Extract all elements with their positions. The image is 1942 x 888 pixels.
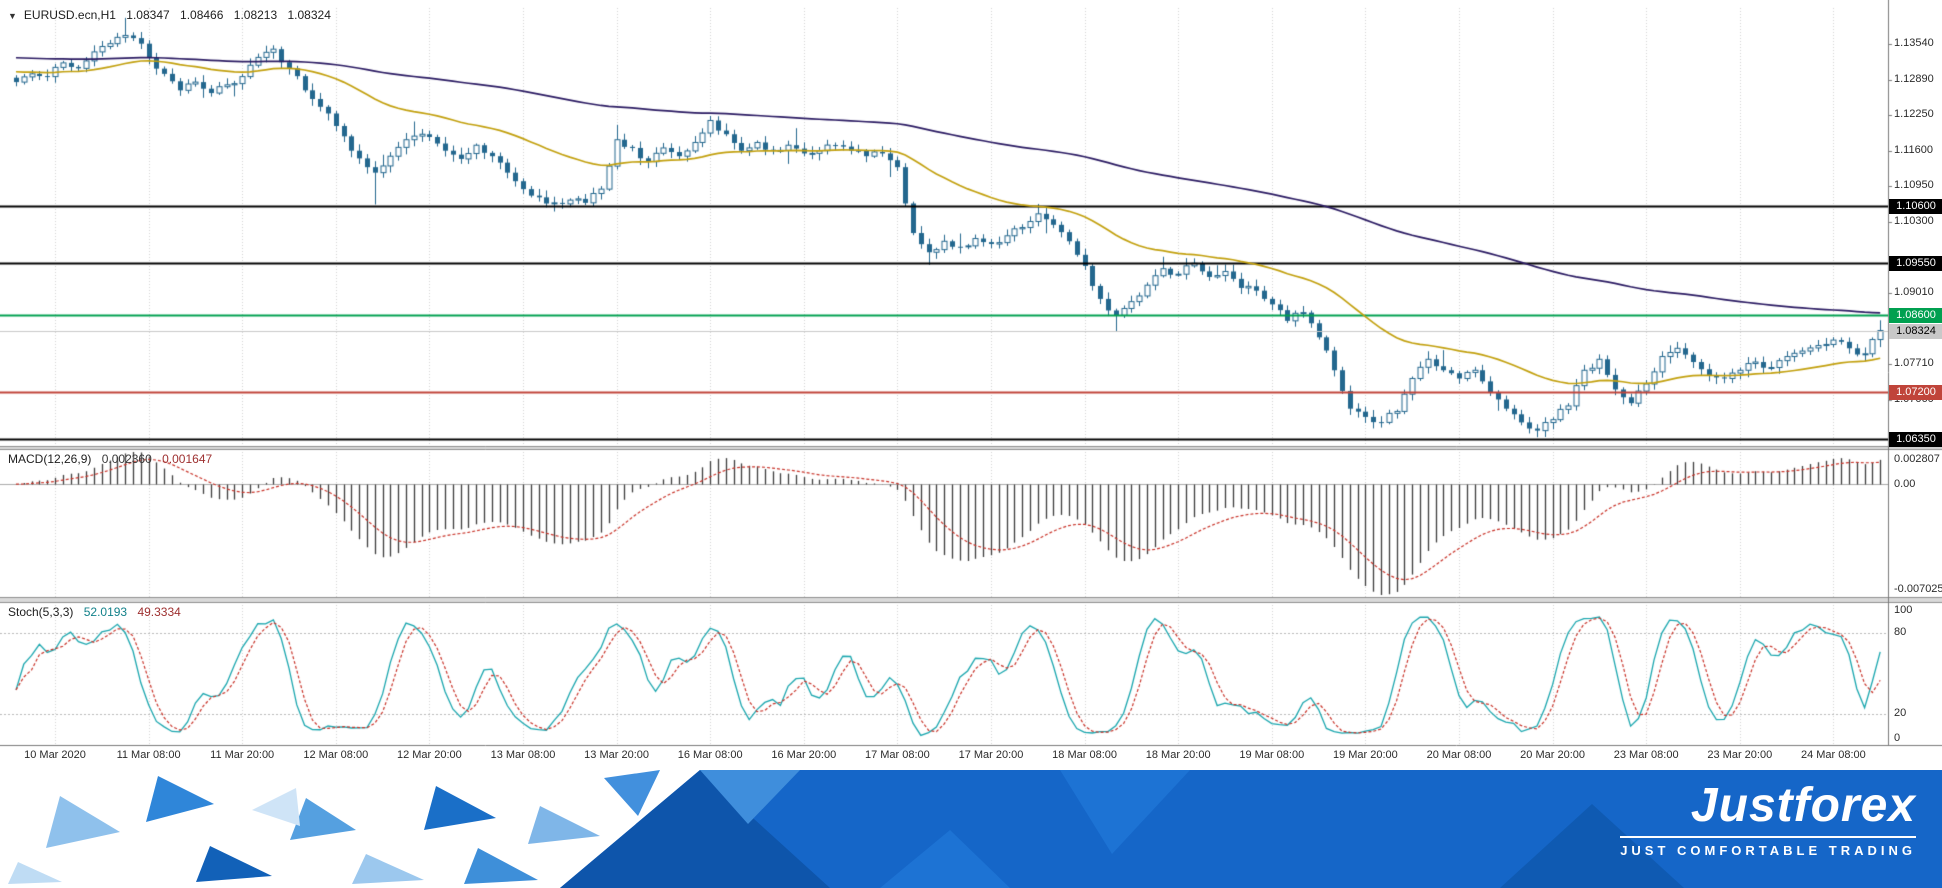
price-axis-label: 1.13540	[1894, 37, 1934, 50]
brand-tagline: JUST COMFORTABLE TRADING	[1620, 843, 1916, 859]
price-axis-label: 1.07710	[1894, 357, 1934, 370]
macd-axis-label: -0.007025	[1894, 583, 1942, 595]
time-axis-label: 18 Mar 08:00	[1052, 749, 1117, 761]
time-axis-label: 13 Mar 08:00	[490, 749, 556, 761]
time-axis-label: 10 Mar 2020	[24, 749, 86, 761]
time-axis-label: 23 Mar 08:00	[1613, 749, 1679, 761]
price-axis-label: 1.12250	[1894, 108, 1934, 121]
justforex-logo: Justforex	[1690, 779, 1916, 832]
price-axis-label: 1.10300	[1894, 215, 1934, 228]
justforex-banner: Justforex JUST COMFORTABLE TRADING	[0, 770, 1942, 888]
time-axis-label: 11 Mar 20:00	[210, 749, 275, 761]
price-axis-label: 1.09010	[1894, 285, 1934, 298]
time-axis-label: 12 Mar 20:00	[396, 749, 462, 761]
time-axis-label: 16 Mar 08:00	[677, 749, 743, 761]
price-axis-label: 1.10950	[1894, 179, 1934, 192]
time-axis-label: 12 Mar 08:00	[303, 749, 369, 761]
time-axis-label: 16 Mar 20:00	[771, 749, 837, 761]
macd-axis-label: 0.002807	[1894, 453, 1940, 465]
ohlc-high-value: 1.08466	[180, 8, 224, 22]
price-axis-label: 1.11600	[1894, 143, 1933, 156]
price-level-label: 1.10600	[1889, 198, 1942, 214]
time-axis-label: 17 Mar 20:00	[958, 749, 1024, 761]
chart-title-bar: ▼ EURUSD.ecn,H1 1.08347 1.08466 1.08213 1…	[8, 8, 338, 22]
brand-block: Justforex JUST COMFORTABLE TRADING	[1620, 778, 1916, 858]
banner-triangle-graphics	[8, 770, 1942, 888]
stoch-axis-label: 0	[1894, 732, 1901, 744]
chart-symbol-label: EURUSD.ecn,H1	[23, 8, 116, 22]
stoch-indicator-label: Stoch(5,3,3)	[8, 605, 74, 619]
price-axis-label: 1.12890	[1894, 72, 1934, 85]
macd-axis-label: 0.00	[1894, 477, 1916, 490]
macd-header: MACD(12,26,9) 0.002360 0.001647	[8, 452, 219, 466]
stoch-axis-label: 20	[1894, 707, 1907, 719]
ohlc-close-value: 1.08324	[287, 8, 331, 22]
time-axis-label: 18 Mar 20:00	[1145, 749, 1211, 761]
time-axis-label: 20 Mar 20:00	[1520, 749, 1585, 761]
macd-indicator-label: MACD(12,26,9)	[8, 452, 92, 466]
stoch-k-value: 52.0193	[83, 605, 128, 619]
price-chart-canvas[interactable]	[0, 0, 1942, 770]
stoch-header: Stoch(5,3,3) 52.0193 49.3334	[8, 605, 188, 619]
price-level-label: 1.08324	[1889, 323, 1942, 339]
macd-main-value: 0.002360	[101, 452, 152, 466]
time-axis-label: 20 Mar 08:00	[1426, 749, 1492, 761]
price-level-label: 1.07200	[1889, 385, 1942, 401]
ohlc-open-value: 1.08347	[126, 8, 170, 22]
macd-signal-value: 0.001647	[162, 452, 213, 466]
price-level-label: 1.06350	[1889, 431, 1942, 447]
time-axis-label: 11 Mar 08:00	[116, 749, 181, 761]
ohlc-low-value: 1.08213	[233, 8, 278, 22]
time-axis-label: 24 Mar 08:00	[1800, 749, 1866, 761]
stoch-axis-label: 100	[1894, 604, 1913, 616]
price-level-label: 1.08600	[1889, 308, 1942, 324]
time-axis-label: 19 Mar 08:00	[1239, 749, 1305, 761]
time-axis-label: 13 Mar 20:00	[584, 749, 649, 761]
time-axis-label: 23 Mar 20:00	[1707, 749, 1773, 761]
logo-divider	[1620, 836, 1916, 839]
time-axis-label: 19 Mar 20:00	[1332, 749, 1398, 761]
time-axis-label: 17 Mar 08:00	[864, 749, 930, 761]
stoch-axis-label: 80	[1894, 626, 1907, 638]
symbol-dropdown-icon[interactable]: ▼	[8, 11, 17, 21]
stoch-d-value: 49.3334	[137, 605, 181, 619]
price-level-label: 1.09550	[1889, 256, 1942, 272]
